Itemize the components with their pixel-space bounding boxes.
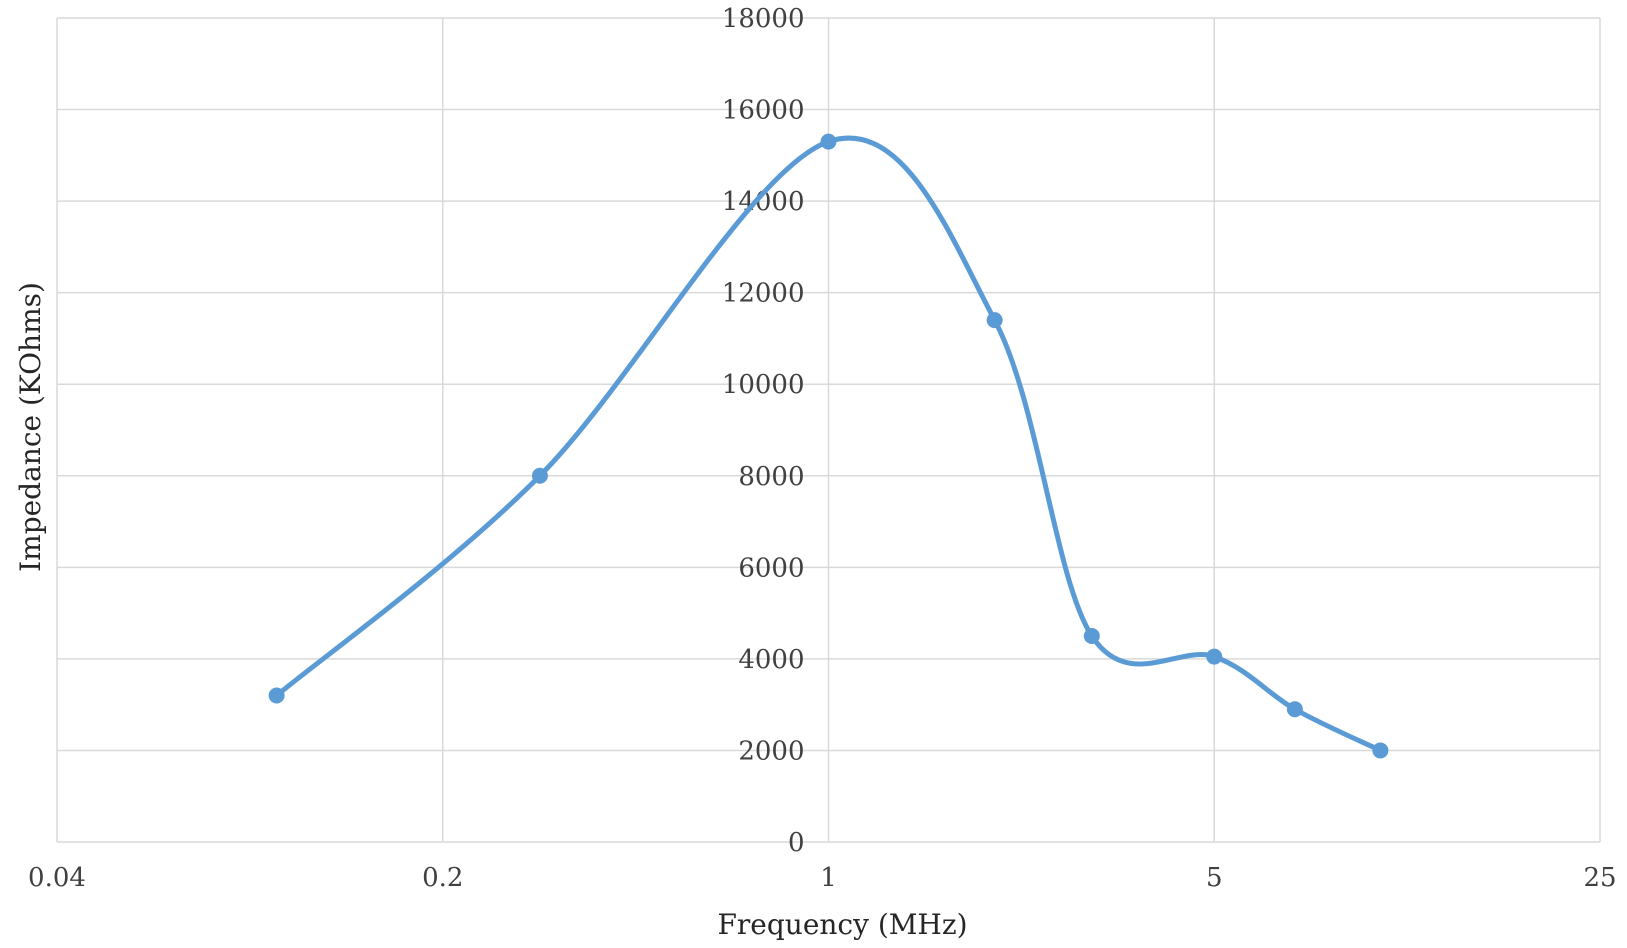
- x-tick-label: 1: [820, 863, 837, 893]
- x-axis-title: Frequency (MHz): [717, 908, 967, 941]
- y-tick-label: 2000: [738, 736, 804, 766]
- data-point: [531, 467, 548, 484]
- data-point: [1286, 701, 1303, 718]
- x-tick-label: 5: [1206, 863, 1223, 893]
- data-point: [1206, 648, 1223, 665]
- y-axis-title: Impedance (KOhms): [14, 282, 47, 572]
- y-tick-label: 8000: [738, 462, 804, 492]
- y-tick-label: 10000: [722, 370, 805, 400]
- data-point: [986, 312, 1003, 329]
- data-point: [1083, 628, 1100, 644]
- data-point: [1372, 742, 1389, 759]
- x-gridlines: [56, 18, 1601, 842]
- y-tick-label: 0: [788, 828, 805, 858]
- data-point: [268, 687, 285, 704]
- data-point: [820, 133, 837, 150]
- y-tick-labels: 0200040006000800010000120001400016000180…: [722, 4, 805, 858]
- x-tick-label: 0.2: [422, 863, 463, 893]
- x-tick-label: 25: [1583, 863, 1616, 893]
- y-tick-label: 6000: [738, 553, 804, 583]
- y-gridlines: [57, 17, 1600, 843]
- y-tick-label: 4000: [738, 645, 804, 675]
- x-tick-labels: 0.04 0.2 1 5 25: [28, 863, 1616, 893]
- x-tick-label: 0.04: [28, 863, 86, 893]
- series-impedance: [268, 133, 1389, 759]
- y-tick-label: 12000: [722, 279, 805, 309]
- y-tick-label: 16000: [722, 96, 805, 126]
- y-tick-label: 18000: [722, 4, 805, 34]
